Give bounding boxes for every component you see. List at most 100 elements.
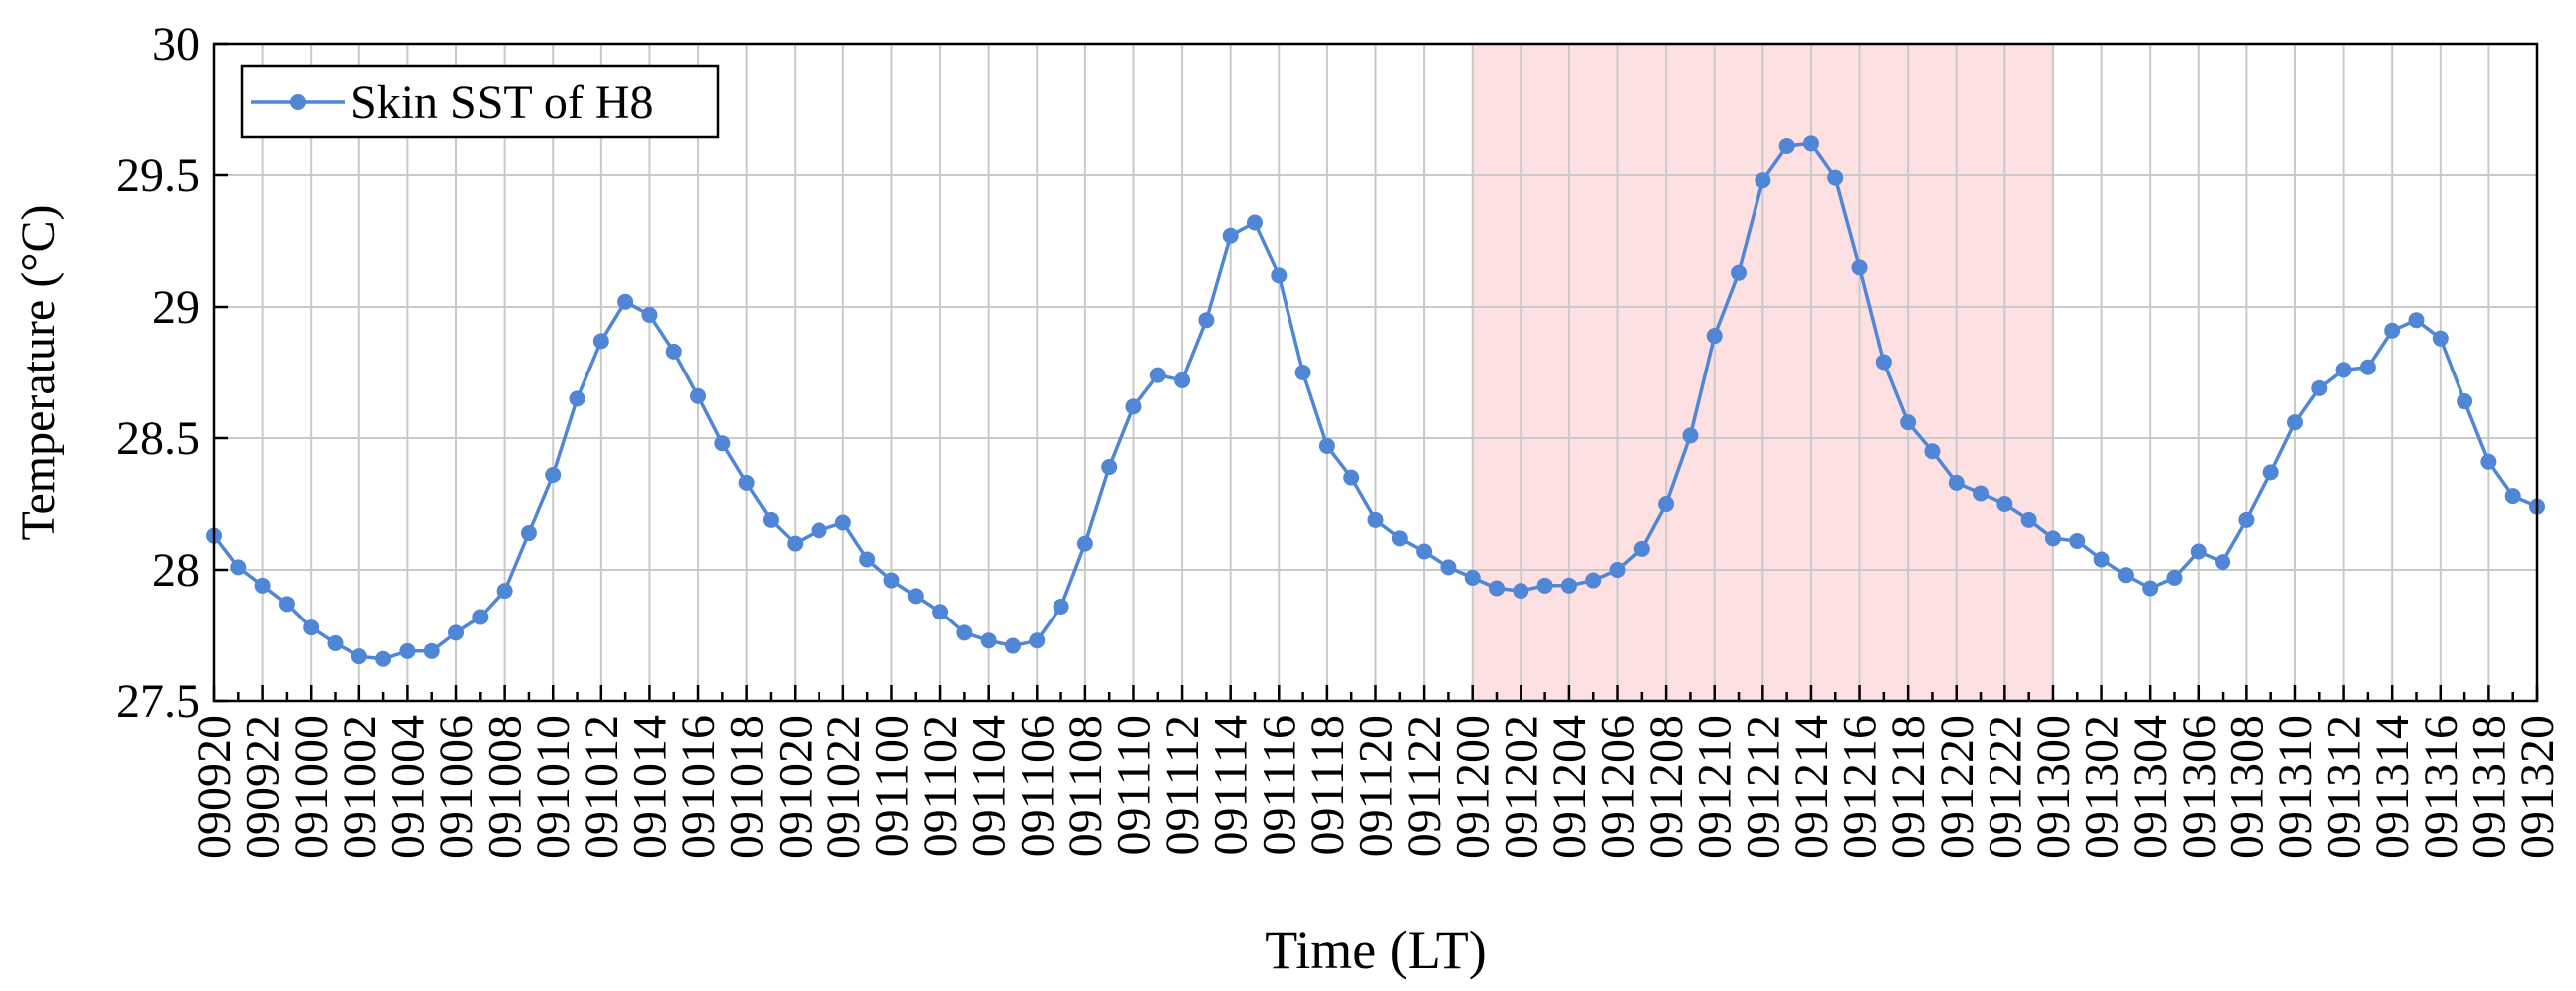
x-tick-label: 091200 — [1447, 715, 1500, 859]
x-tick-label: 091304 — [2124, 715, 2177, 859]
data-point — [1755, 172, 1771, 189]
data-point — [278, 596, 295, 613]
x-tick-label: 091018 — [721, 715, 774, 859]
x-tick-label: 090922 — [237, 715, 290, 859]
x-tick-label: 091010 — [527, 715, 580, 859]
data-point — [2044, 530, 2061, 547]
data-point — [545, 466, 562, 483]
data-point — [738, 474, 755, 491]
data-point — [375, 650, 392, 667]
data-point — [2384, 322, 2401, 339]
data-point — [1513, 583, 1529, 600]
data-point — [2457, 393, 2473, 410]
data-point — [448, 624, 465, 641]
y-tick-label: 30 — [152, 18, 200, 71]
x-tick-label: 091106 — [1011, 715, 1063, 857]
data-point — [932, 604, 949, 620]
x-tick-label: 091220 — [1931, 715, 1984, 859]
x-axis-label: Time (LT) — [1265, 920, 1487, 980]
x-tick-label: 091214 — [1785, 715, 1838, 859]
data-point — [2504, 488, 2521, 505]
legend-marker — [290, 94, 306, 110]
x-tick-label: 091122 — [1398, 715, 1451, 857]
x-tick-label: 091100 — [865, 715, 918, 857]
data-point — [1004, 637, 1021, 654]
data-point — [1101, 459, 1118, 476]
data-point — [2190, 543, 2207, 560]
x-tick-label: 091216 — [1834, 715, 1887, 859]
data-point — [641, 306, 658, 323]
data-point — [1560, 577, 1577, 594]
data-point — [303, 619, 320, 636]
data-point — [1367, 511, 1384, 528]
x-tick-label: 090920 — [188, 715, 241, 859]
x-tick-label: 091016 — [672, 715, 725, 859]
x-tick-label: 091014 — [623, 715, 676, 859]
x-tick-label: 091102 — [914, 715, 967, 857]
data-point — [811, 522, 827, 539]
data-point — [1076, 535, 1093, 552]
data-point — [399, 642, 416, 659]
data-point — [1198, 312, 1215, 329]
data-point — [665, 343, 682, 360]
y-tick-label: 29 — [152, 281, 200, 334]
data-point — [1318, 437, 1335, 454]
x-tick-label: 091210 — [1689, 715, 1742, 859]
x-tick-label: 091008 — [479, 715, 532, 859]
data-point — [2117, 567, 2134, 584]
data-point — [327, 634, 344, 651]
data-point — [1658, 496, 1675, 512]
x-tick-label: 091320 — [2511, 715, 2564, 859]
data-point — [1489, 580, 1506, 597]
data-point — [2286, 414, 2303, 431]
grid-lines — [213, 43, 2538, 702]
data-point — [569, 390, 585, 407]
y-axis-ticks: 27.5 28 28.5 29 29.5 30 — [117, 18, 228, 728]
data-point — [1246, 214, 1263, 231]
x-tick-label: 091316 — [2415, 715, 2467, 859]
x-tick-label: 091204 — [1543, 715, 1596, 859]
data-point — [230, 559, 247, 576]
data-point — [1416, 543, 1433, 560]
data-point — [1924, 443, 1941, 460]
data-point — [1948, 474, 1965, 491]
data-point — [2238, 511, 2255, 528]
data-point — [1996, 496, 2013, 512]
legend: Skin SST of H8 — [240, 64, 720, 139]
data-point — [859, 551, 876, 568]
y-tick-label: 27.5 — [117, 675, 200, 728]
data-point — [1778, 137, 1795, 154]
data-point — [956, 624, 973, 641]
data-point — [617, 293, 634, 310]
x-tick-label: 091212 — [1737, 715, 1789, 859]
x-tick-label: 091004 — [381, 715, 434, 859]
data-point — [1875, 354, 1892, 371]
data-point — [1900, 414, 1917, 431]
x-tick-label: 091020 — [769, 715, 821, 859]
data-point — [254, 577, 271, 594]
data-point — [2142, 580, 2159, 597]
x-tick-label: 091302 — [2076, 715, 2129, 859]
x-tick-label: 091314 — [2366, 715, 2419, 859]
data-point — [1682, 427, 1699, 444]
data-point — [2262, 464, 2279, 481]
data-point — [1827, 169, 1844, 186]
x-tick-label: 091120 — [1350, 715, 1403, 857]
data-point — [714, 435, 731, 452]
data-point — [1585, 572, 1602, 589]
data-point — [980, 632, 997, 649]
data-point — [1343, 469, 1360, 486]
x-tick-label: 091108 — [1059, 715, 1112, 857]
y-axis-label: Temperature (°C) — [12, 204, 65, 540]
data-point — [472, 609, 489, 625]
data-point — [2093, 551, 2110, 568]
data-point — [1029, 632, 1046, 649]
data-point — [2432, 330, 2449, 347]
x-tick-label: 091318 — [2462, 715, 2515, 859]
data-point — [1125, 398, 1142, 415]
x-tick-label: 091104 — [963, 715, 1016, 857]
x-tick-label: 091310 — [2269, 715, 2322, 859]
x-tick-label: 091208 — [1640, 715, 1693, 859]
x-tick-label: 091222 — [1979, 715, 2031, 859]
